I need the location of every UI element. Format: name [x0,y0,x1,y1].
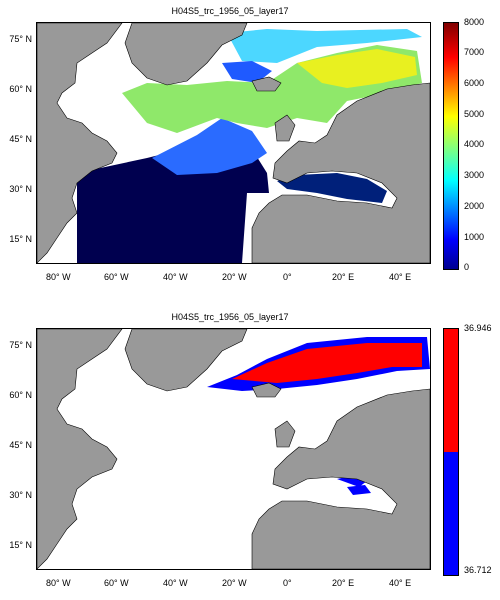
colorbar-bottom [443,328,459,576]
x-tick-label: 20° W [222,272,247,282]
tracer-plume-cyan [227,29,422,63]
land-north-america [37,23,123,263]
x-tick-label: 60° W [104,578,129,588]
map-svg-top [37,23,430,263]
x-tick-label: 40° W [163,272,188,282]
land-eurasia-africa [251,82,430,263]
y-tick-label: 60° N [9,390,32,400]
x-tick-label: 0° [283,578,292,588]
x-tick-label: 20° E [332,578,355,588]
land-greenland [124,23,248,86]
colorbar-top-tick: 6000 [464,78,485,88]
colorbar-bottom-tick: 36.946 [464,323,492,333]
colorbar-top-tick: 5000 [464,109,485,119]
x-tick-label: 20° E [332,272,355,282]
y-tick-label: 60° N [9,84,32,94]
map-panel-top[interactable] [36,22,431,264]
tracer-plume-yellow [297,49,417,88]
colorbar-top-tick: 3000 [464,170,485,180]
x-tick-label: 20° W [222,578,247,588]
map-title-top: H04S5_trc_1956_05_layer17 [171,6,289,16]
colorbar-top-tick: 0 [464,262,470,272]
colorbar-top-tick: 4000 [464,139,485,149]
land-british-isles [274,114,296,142]
map-title-bottom: H04S5_trc_1956_05_layer17 [171,312,289,322]
land-north-america [37,329,123,569]
map-svg-bottom [37,329,430,569]
land-iceland [251,382,282,398]
y-tick-label: 75° N [9,340,32,350]
tracer-plume-blue [222,61,272,83]
map-panel-bottom[interactable] [36,328,431,570]
x-tick-label: 40° E [389,578,412,588]
mediterranean-tracer [277,173,387,203]
x-tick-label: 80° W [46,272,71,282]
colorbar-top [443,22,459,270]
colorbar-top-tick: 8000 [464,17,485,27]
colorbar-top-tick: 1000 [464,232,485,242]
x-tick-label: 40° W [163,578,188,588]
ocean-front-blue [152,118,267,175]
y-tick-label: 15° N [9,234,32,244]
colorbar-top-tick: 7000 [464,47,485,57]
class-high-region [232,343,422,383]
land-eurasia-africa [251,388,430,569]
y-tick-label: 45° N [9,440,32,450]
colorbar-bottom-tick: 36.712 [464,565,492,575]
land-british-isles [274,420,296,448]
y-tick-label: 30° N [9,490,32,500]
land-greenland [124,329,248,392]
x-tick-label: 60° W [104,272,129,282]
x-tick-label: 0° [283,272,292,282]
land-iceland [251,76,282,92]
x-tick-label: 40° E [389,272,412,282]
y-tick-label: 45° N [9,134,32,144]
y-tick-label: 30° N [9,184,32,194]
y-tick-label: 15° N [9,540,32,550]
x-tick-label: 80° W [46,578,71,588]
colorbar-top-tick: 2000 [464,201,485,211]
y-tick-label: 75° N [9,34,32,44]
